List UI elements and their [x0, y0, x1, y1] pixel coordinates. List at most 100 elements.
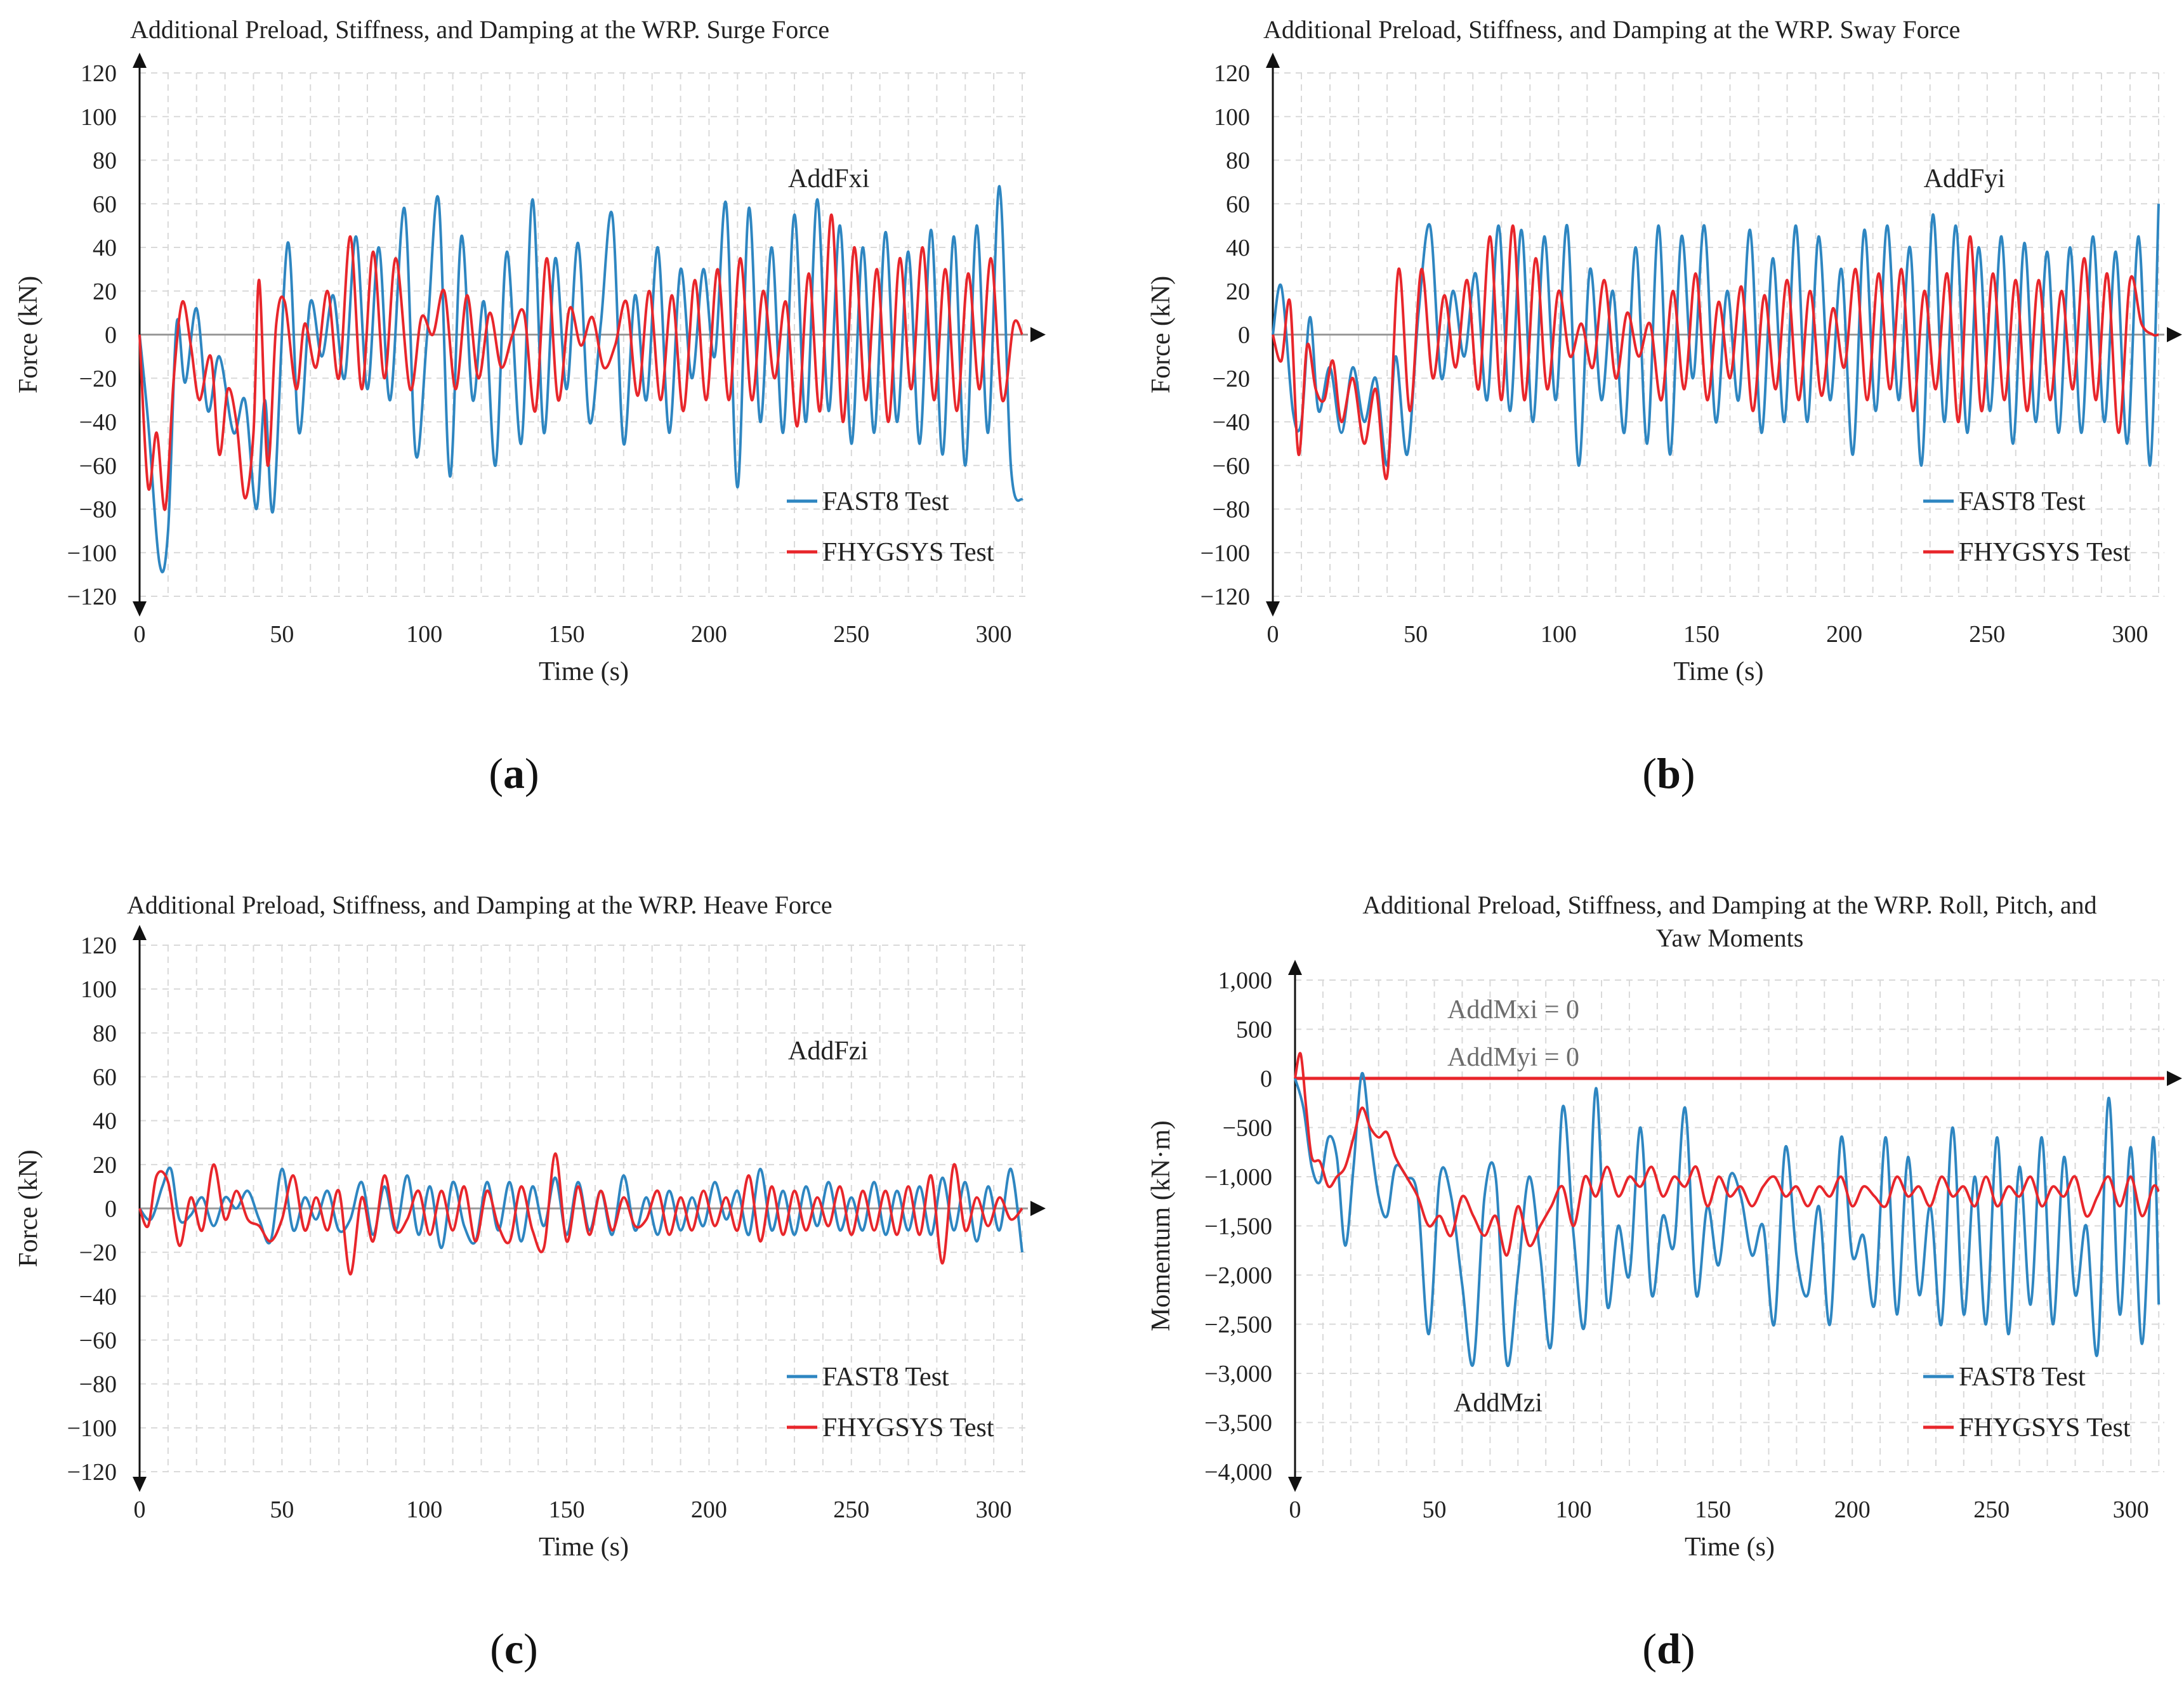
x-tick-label: 250 [833, 621, 869, 648]
y-tick-label: −500 [1223, 1115, 1272, 1142]
y-axis-arrow-down-icon [1288, 1477, 1302, 1492]
annotation-label: AddMyi = 0 [1447, 1043, 1579, 1072]
y-tick-label: −80 [79, 1371, 117, 1398]
chart-title: Additional Preload, Stiffness, and Dampi… [1362, 891, 2096, 919]
y-axis-arrow-up-icon [133, 925, 147, 940]
legend-label: FHYGSYS Test [1959, 1413, 2131, 1443]
series-fhygsys-line [1294, 1052, 2160, 1257]
y-tick-label: −2,000 [1204, 1262, 1272, 1289]
y-tick-label: −100 [67, 1415, 117, 1442]
legend: FAST8 Test FHYGSYS Test [787, 1363, 994, 1443]
y-tick-label: 100 [81, 976, 117, 1003]
y-tick-label: −3,000 [1204, 1361, 1272, 1387]
y-tick-label: 0 [1238, 322, 1250, 349]
y-axis-label: Force (kN) [14, 276, 43, 393]
y-tick-label: 20 [1226, 278, 1250, 305]
y-axis-label: Force (kN) [14, 1149, 43, 1267]
y-tick-label: 1,000 [1218, 967, 1273, 994]
chart-d: 1,0005000−500−1,000−1,500−2,000−2,500−3,… [1147, 891, 2182, 1562]
x-tick-label: 200 [691, 621, 727, 648]
y-tick-label: 80 [1226, 148, 1250, 174]
x-axis-arrow-icon [2167, 1071, 2182, 1086]
y-axis-label: Force (kN) [1147, 276, 1176, 393]
legend: FAST8 Test FHYGSYS Test [1923, 487, 2131, 567]
caption-d: (d) [1642, 1625, 1695, 1673]
annotation-label: AddFxi [788, 164, 869, 193]
grid [1295, 979, 2164, 1472]
legend-label: FAST8 Test [1959, 487, 2086, 516]
y-tick-label: −100 [67, 540, 117, 566]
legend: FAST8 Test FHYGSYS Test [1923, 1363, 2131, 1443]
caption-b: (b) [1642, 749, 1695, 797]
x-tick-label: 0 [1289, 1496, 1301, 1523]
x-axis-label: Time (s) [1674, 657, 1764, 686]
x-tick-label: 150 [549, 621, 585, 648]
x-tick-label: 0 [134, 1496, 146, 1523]
y-tick-label: −40 [1213, 409, 1250, 436]
x-tick-label: 100 [406, 621, 442, 648]
series-fast8-line [1294, 1072, 2161, 1367]
y-tick-label: −40 [79, 1283, 117, 1310]
legend-label: FAST8 Test [822, 1363, 949, 1392]
x-tick-label: 100 [1556, 1496, 1592, 1523]
y-tick-label: 20 [93, 1152, 117, 1179]
grid [1273, 72, 2164, 597]
annotation-label: AddMxi = 0 [1447, 995, 1579, 1024]
y-tick-label: 100 [81, 104, 117, 131]
x-tick-label: 150 [1695, 1496, 1731, 1523]
y-tick-label: 0 [1260, 1066, 1272, 1092]
chart-title: Additional Preload, Stiffness, and Dampi… [1263, 15, 1960, 44]
y-tick-label: 120 [81, 932, 117, 959]
x-tick-label: 250 [833, 1496, 869, 1523]
y-tick-label: 100 [1214, 104, 1250, 131]
y-tick-label: −4,000 [1204, 1459, 1272, 1486]
x-tick-label: 0 [134, 621, 146, 648]
y-tick-label: 20 [93, 278, 117, 305]
x-tick-label: 300 [976, 1496, 1012, 1523]
series-fast8-line [138, 185, 1023, 573]
series-fhygsys-line [138, 213, 1023, 511]
y-tick-label: 60 [1226, 191, 1250, 218]
x-tick-label: 200 [691, 1496, 727, 1523]
y-tick-label: −1,000 [1204, 1164, 1272, 1191]
annotation-label: AddFyi [1924, 164, 2005, 193]
x-tick-label: 50 [270, 621, 294, 648]
x-tick-label: 300 [2112, 621, 2148, 648]
y-axis-arrow-down-icon [133, 601, 147, 617]
x-tick-label: 100 [1541, 621, 1577, 648]
y-axis-label: Momentum (kN·m) [1147, 1120, 1176, 1331]
y-axis-arrow-up-icon [1288, 960, 1302, 975]
y-tick-label: −20 [79, 365, 117, 392]
y-tick-label: −3,500 [1204, 1410, 1272, 1437]
legend-label: FHYGSYS Test [822, 1413, 994, 1443]
y-tick-label: −20 [1213, 365, 1250, 392]
y-tick-label: −80 [79, 497, 117, 523]
annotation-label: AddFzi [788, 1037, 868, 1066]
y-tick-label: −60 [79, 1328, 117, 1354]
x-tick-label: 200 [1834, 1496, 1871, 1523]
chart-title: Additional Preload, Stiffness, and Dampi… [130, 15, 829, 44]
y-axis-arrow-up-icon [133, 53, 147, 68]
x-tick-label: 150 [549, 1496, 585, 1523]
x-tick-label: 300 [2113, 1496, 2149, 1523]
grid [140, 72, 1028, 597]
y-tick-label: −2,500 [1204, 1312, 1272, 1338]
x-tick-label: 150 [1683, 621, 1720, 648]
y-tick-label: 60 [93, 191, 117, 218]
x-tick-label: 50 [1404, 621, 1428, 648]
y-axis-arrow-down-icon [133, 1477, 147, 1492]
x-tick-label: 300 [976, 621, 1012, 648]
chart-title: Additional Preload, Stiffness, and Dampi… [127, 891, 832, 919]
x-axis-label: Time (s) [539, 1533, 629, 1562]
y-tick-label: −40 [79, 409, 117, 436]
y-tick-label: −100 [1201, 540, 1250, 566]
x-tick-label: 50 [1423, 1496, 1447, 1523]
y-tick-label: 40 [93, 1108, 117, 1135]
y-tick-label: 40 [1226, 235, 1250, 261]
legend-label: FHYGSYS Test [822, 538, 994, 567]
x-tick-label: 250 [1969, 621, 2005, 648]
y-tick-label: 0 [105, 1196, 117, 1222]
y-axis-arrow-up-icon [1266, 53, 1280, 68]
y-tick-label: −120 [67, 584, 117, 610]
